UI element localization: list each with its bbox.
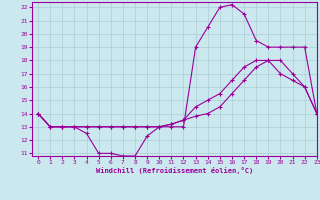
X-axis label: Windchill (Refroidissement éolien,°C): Windchill (Refroidissement éolien,°C) xyxy=(96,167,253,174)
